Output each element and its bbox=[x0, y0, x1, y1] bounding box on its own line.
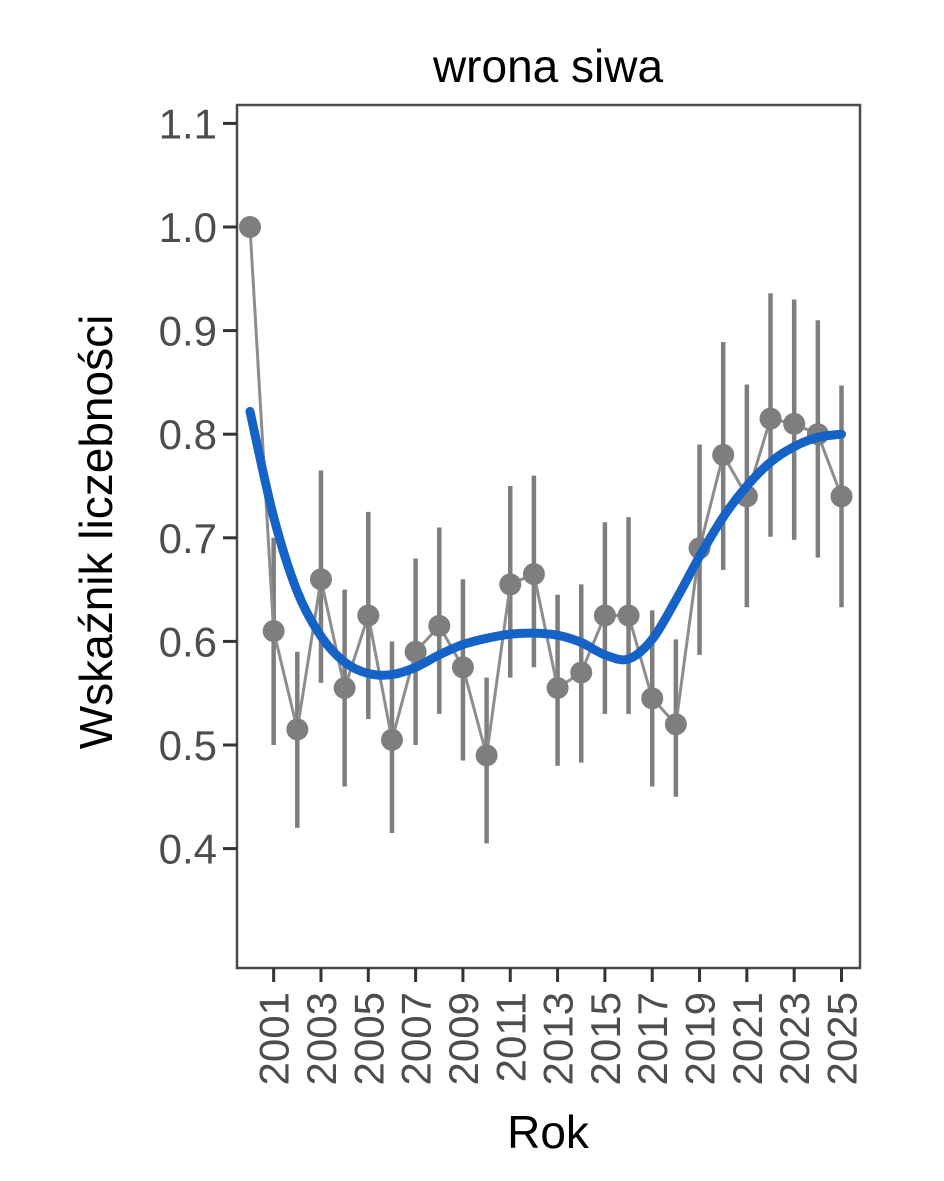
data-point bbox=[262, 620, 285, 643]
data-point bbox=[712, 443, 735, 466]
x-tick-label: 2005 bbox=[345, 992, 392, 1085]
y-tick-label: 0.8 bbox=[159, 411, 217, 458]
x-tick-label: 2007 bbox=[393, 992, 440, 1085]
data-point bbox=[759, 407, 782, 430]
x-tick-label: 2025 bbox=[819, 992, 866, 1085]
plot-panel bbox=[235, 103, 862, 970]
data-point bbox=[475, 744, 498, 767]
data-point bbox=[239, 216, 261, 238]
y-tick-label: 1.1 bbox=[159, 100, 217, 147]
x-tick-label: 2015 bbox=[582, 992, 629, 1085]
trend-line-group bbox=[245, 406, 846, 680]
data-point bbox=[593, 604, 616, 627]
y-tick-label: 0.7 bbox=[159, 515, 217, 562]
data-point bbox=[380, 728, 403, 751]
x-tick-label: 2013 bbox=[535, 992, 582, 1085]
x-tick-label: 2019 bbox=[677, 992, 724, 1085]
axis-ticks: 1.1 1.0 0.9 0.8 0.7 0.6 0.5 0.4 2001 2003 2005 2007… bbox=[159, 100, 866, 1085]
x-tick-label: 2017 bbox=[629, 992, 676, 1085]
x-tick-label: 2011 bbox=[487, 992, 534, 1082]
data-point bbox=[499, 573, 522, 596]
data-point bbox=[783, 412, 806, 435]
x-axis-label: Rok bbox=[507, 1106, 590, 1158]
data-points bbox=[239, 216, 853, 767]
data-point bbox=[451, 656, 474, 679]
data-point bbox=[664, 713, 687, 736]
data-point bbox=[522, 563, 545, 586]
x-tick-label: 2023 bbox=[771, 992, 818, 1085]
data-point bbox=[428, 614, 451, 637]
x-tick-label: 2001 bbox=[251, 992, 298, 1085]
y-tick-label: 0.9 bbox=[159, 308, 217, 355]
chart-title: wrona siwa bbox=[432, 40, 664, 92]
data-point bbox=[333, 677, 356, 700]
data-point bbox=[546, 677, 569, 700]
y-axis-label: Wskaźnik liczebności bbox=[70, 315, 122, 750]
y-tick-label: 1.0 bbox=[159, 204, 217, 251]
data-point bbox=[617, 604, 640, 627]
x-tick-label: 2021 bbox=[724, 992, 771, 1085]
y-tick-label: 0.5 bbox=[159, 722, 217, 769]
data-point bbox=[830, 485, 853, 508]
y-tick-label: 0.4 bbox=[159, 826, 217, 873]
data-point bbox=[570, 661, 593, 684]
data-point bbox=[309, 568, 332, 591]
x-tick-label: 2009 bbox=[440, 992, 487, 1085]
trend-line bbox=[245, 406, 846, 680]
x-tick-label: 2003 bbox=[298, 992, 345, 1085]
data-point bbox=[286, 718, 309, 741]
data-point bbox=[357, 604, 380, 627]
y-tick-label: 0.6 bbox=[159, 618, 217, 665]
data-point bbox=[404, 640, 427, 663]
data-point bbox=[641, 687, 664, 710]
